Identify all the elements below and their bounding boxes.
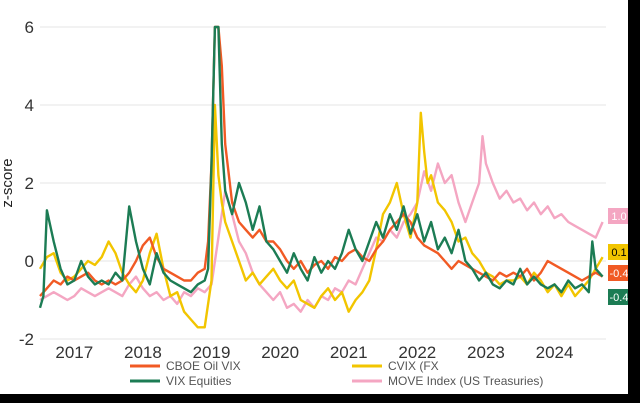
end-label-value: -0.4 [610,268,628,280]
end-label-box [608,265,628,281]
series-lines [38,25,604,329]
x-tick-label: 2019 [193,343,231,362]
x-tick-label: 2020 [261,343,299,362]
series-line-3 [39,134,604,313]
y-tick-label: 6 [25,18,34,37]
end-label-box [608,208,628,224]
end-value-labels: -0.4 0.1 -0.4 1.0 [608,208,628,305]
y-tick-label: 4 [25,96,34,115]
x-tick-label: 2018 [124,343,162,362]
legend: CBOE Oil VIX CVIX (FX VIX Equities MOVE Ind… [130,359,543,388]
legend-entry: CBOE Oil VIX [166,359,241,373]
y-tick-label: -2 [19,330,34,349]
end-label-value: 0.1 [611,247,626,259]
end-label-box [608,289,628,305]
legend-entry: VIX Equities [166,374,231,388]
x-axis-tick-labels: 2017 2018 2019 2020 2021 2022 2023 2024 [55,343,573,362]
end-label-value: 1.0 [611,211,626,223]
x-tick-label: 2017 [55,343,93,362]
x-tick-label: 2021 [330,343,368,362]
end-label-box [608,244,628,260]
y-axis-label: z-score [0,158,16,207]
x-tick-label: 2024 [536,343,574,362]
legend-entry: CVIX (FX [388,359,439,373]
y-tick-label: 0 [25,252,34,271]
y-axis-tick-labels: -2 0 2 4 6 [19,18,34,349]
series-line-2 [38,25,604,309]
chart-panel: -2 0 2 4 6 z-score 2017 2018 2019 2020 2021 2022 2… [0,0,628,394]
x-tick-label: 2023 [467,343,505,362]
end-label-value: -0.4 [610,292,628,304]
x-tick-label: 2022 [398,343,436,362]
gridlines [40,26,606,340]
y-tick-label: 2 [25,174,34,193]
legend-entry: MOVE Index (US Treasuries) [388,374,543,388]
